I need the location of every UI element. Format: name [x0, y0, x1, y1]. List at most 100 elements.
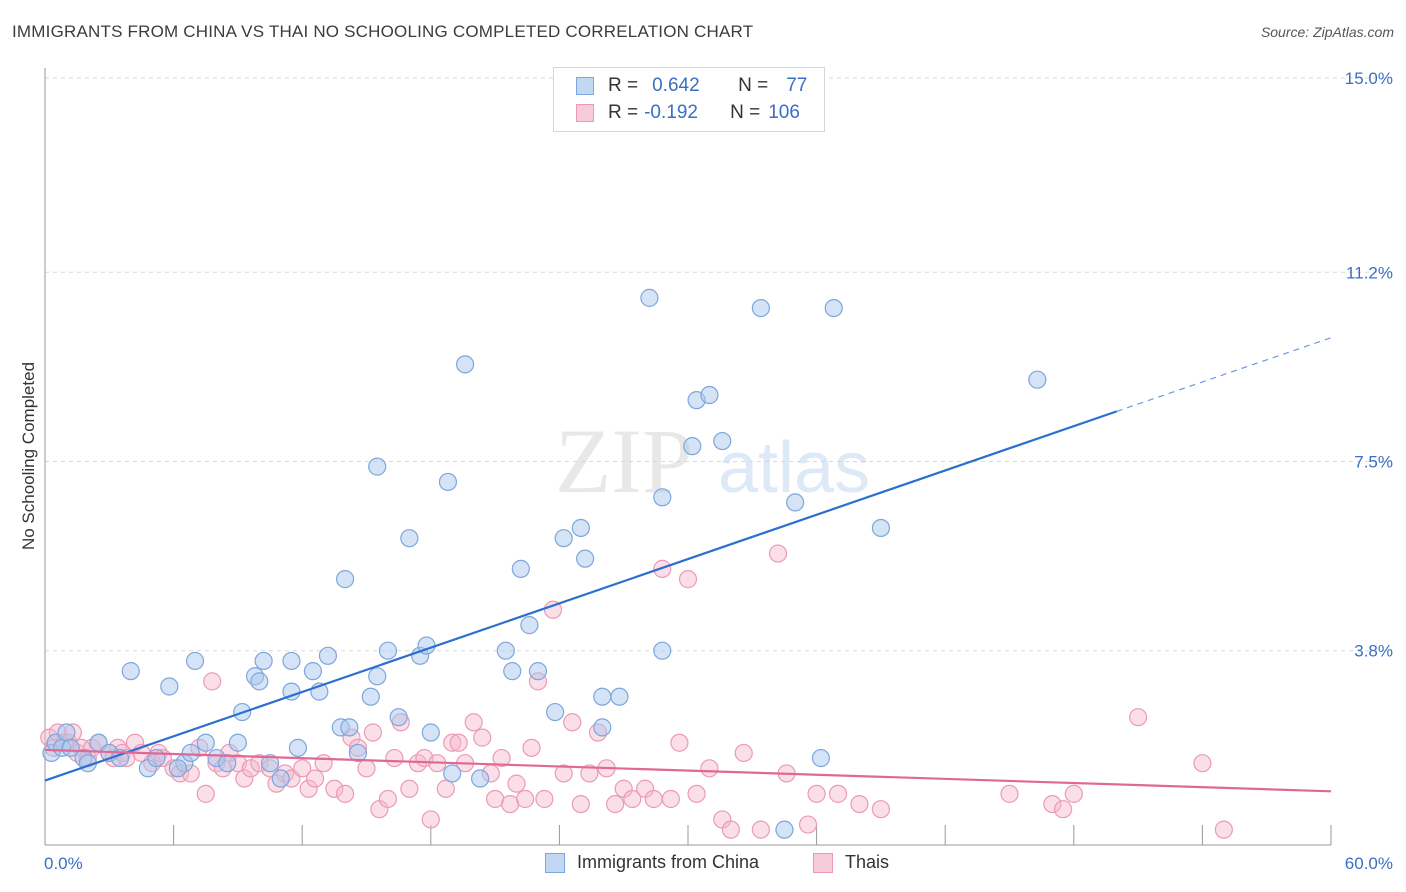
thais-point-98 [828, 784, 848, 803]
x-tick-label-0: 0.0% [44, 854, 83, 873]
china-point-72 [824, 299, 843, 318]
china-point-30 [303, 662, 323, 681]
china-point-12 [147, 748, 166, 768]
china-point-51 [503, 662, 522, 681]
china-point-49 [470, 769, 490, 788]
thais-point-41 [314, 754, 333, 773]
thais-point-86 [670, 733, 689, 752]
thais-point-42 [325, 779, 344, 798]
china-point-70 [786, 493, 805, 512]
thais-point-89 [700, 759, 719, 778]
china-point-67 [700, 385, 719, 405]
china-point-34 [335, 570, 355, 589]
china-point-53 [520, 616, 539, 635]
china-point-61 [593, 718, 612, 737]
legend-r-value-thais: -0.192 [644, 102, 698, 123]
china-point-64 [653, 641, 672, 660]
thais-point-61 [464, 713, 483, 732]
thais-point-97 [807, 784, 826, 803]
china-point-47 [443, 764, 462, 783]
thais-point-92 [734, 743, 753, 763]
legend-swatch-china [576, 77, 594, 95]
china-point-59 [593, 687, 612, 706]
y-tick-label-2: 11.2% [1346, 263, 1393, 282]
china-point-58 [576, 549, 595, 568]
legend: R = 0.642 N = 77 R = -0.192 N = 106 [553, 67, 825, 132]
thais-point-105 [1128, 708, 1148, 727]
china-point-36 [348, 743, 368, 763]
china-point-68 [713, 431, 732, 451]
bottom-legend-thais: Thais [813, 852, 889, 873]
thais-point-52 [400, 779, 419, 798]
thais-point-85 [661, 789, 680, 809]
watermark-zip: ZIP [555, 410, 693, 512]
thais-point-40 [305, 769, 325, 788]
china-point-19 [218, 754, 237, 773]
china-point-73 [871, 518, 891, 538]
tick-labels: 3.8% 7.5% 11.2% 15.0% 0.0% 60.0% [44, 69, 1393, 873]
china-point-63 [653, 488, 672, 507]
china-point-52 [511, 559, 530, 578]
thais-point-73 [554, 764, 573, 783]
china-point-75 [775, 820, 794, 839]
china-point-69 [751, 299, 770, 318]
legend-n-value-thais: 106 [768, 102, 800, 123]
thais-point-68 [516, 789, 535, 809]
china-point-55 [546, 702, 565, 722]
bottom-legend-swatch-china [545, 852, 565, 873]
thais-point-104 [1064, 784, 1083, 803]
thais-point-71 [535, 789, 554, 809]
thais-points [40, 544, 1233, 839]
thais-point-99 [850, 794, 869, 814]
china-point-45 [421, 723, 440, 742]
thais-point-106 [1193, 754, 1212, 773]
thais-point-46 [357, 759, 376, 778]
thais-point-91 [721, 820, 740, 839]
thais-point-107 [1214, 820, 1233, 839]
thais-point-55 [421, 810, 440, 829]
thais-point-96 [798, 815, 818, 834]
china-point-13 [160, 677, 179, 696]
china-point-71 [811, 748, 830, 768]
bottom-legend: Immigrants from China Thais [0, 852, 1406, 876]
thais-point-32 [241, 759, 260, 778]
thais-point-62 [473, 728, 492, 747]
china-point-39 [368, 457, 387, 476]
legend-row-thais: R = -0.192 N = 106 [576, 99, 800, 127]
thais-point-26 [203, 672, 222, 691]
legend-swatch-thais [576, 104, 594, 122]
china-point-46 [438, 472, 458, 492]
legend-r-label: R = [608, 75, 639, 96]
thais-point-88 [687, 784, 706, 803]
trend-lines [44, 337, 1332, 793]
source-label: Source: ZipAtlas.com [1260, 24, 1394, 40]
bottom-legend-label-thais: Thais [845, 852, 890, 872]
x-tick-label-1: 60.0% [1345, 854, 1393, 873]
thais-trend-line [44, 748, 1332, 793]
china-point-57 [571, 518, 590, 538]
china-trend-line [44, 410, 1118, 782]
china-point-38 [368, 667, 387, 686]
bottom-legend-label-china: Immigrants from China [577, 852, 760, 872]
y-tick-label-1: 7.5% [1354, 453, 1393, 472]
thais-point-94 [768, 544, 788, 563]
thais-point-81 [623, 789, 642, 809]
thais-point-79 [606, 794, 625, 814]
thais-point-87 [678, 570, 698, 589]
thais-point-101 [1000, 784, 1019, 803]
bottom-legend-china: Immigrants from China [545, 852, 759, 873]
legend-n-value-china: 77 [786, 75, 808, 96]
china-point-23 [250, 672, 269, 691]
thais-point-76 [580, 764, 599, 783]
thais-point-58 [443, 733, 462, 752]
thais-point-59 [449, 733, 468, 752]
thais-point-69 [522, 738, 541, 757]
thais-point-65 [492, 748, 511, 768]
china-points [42, 288, 1047, 839]
thais-point-38 [293, 759, 312, 778]
thais-point-57 [436, 779, 455, 798]
china-point-65 [683, 437, 702, 456]
china-point-50 [496, 641, 515, 660]
china-point-42 [400, 529, 419, 548]
y-tick-label-3: 15.0% [1345, 69, 1393, 88]
